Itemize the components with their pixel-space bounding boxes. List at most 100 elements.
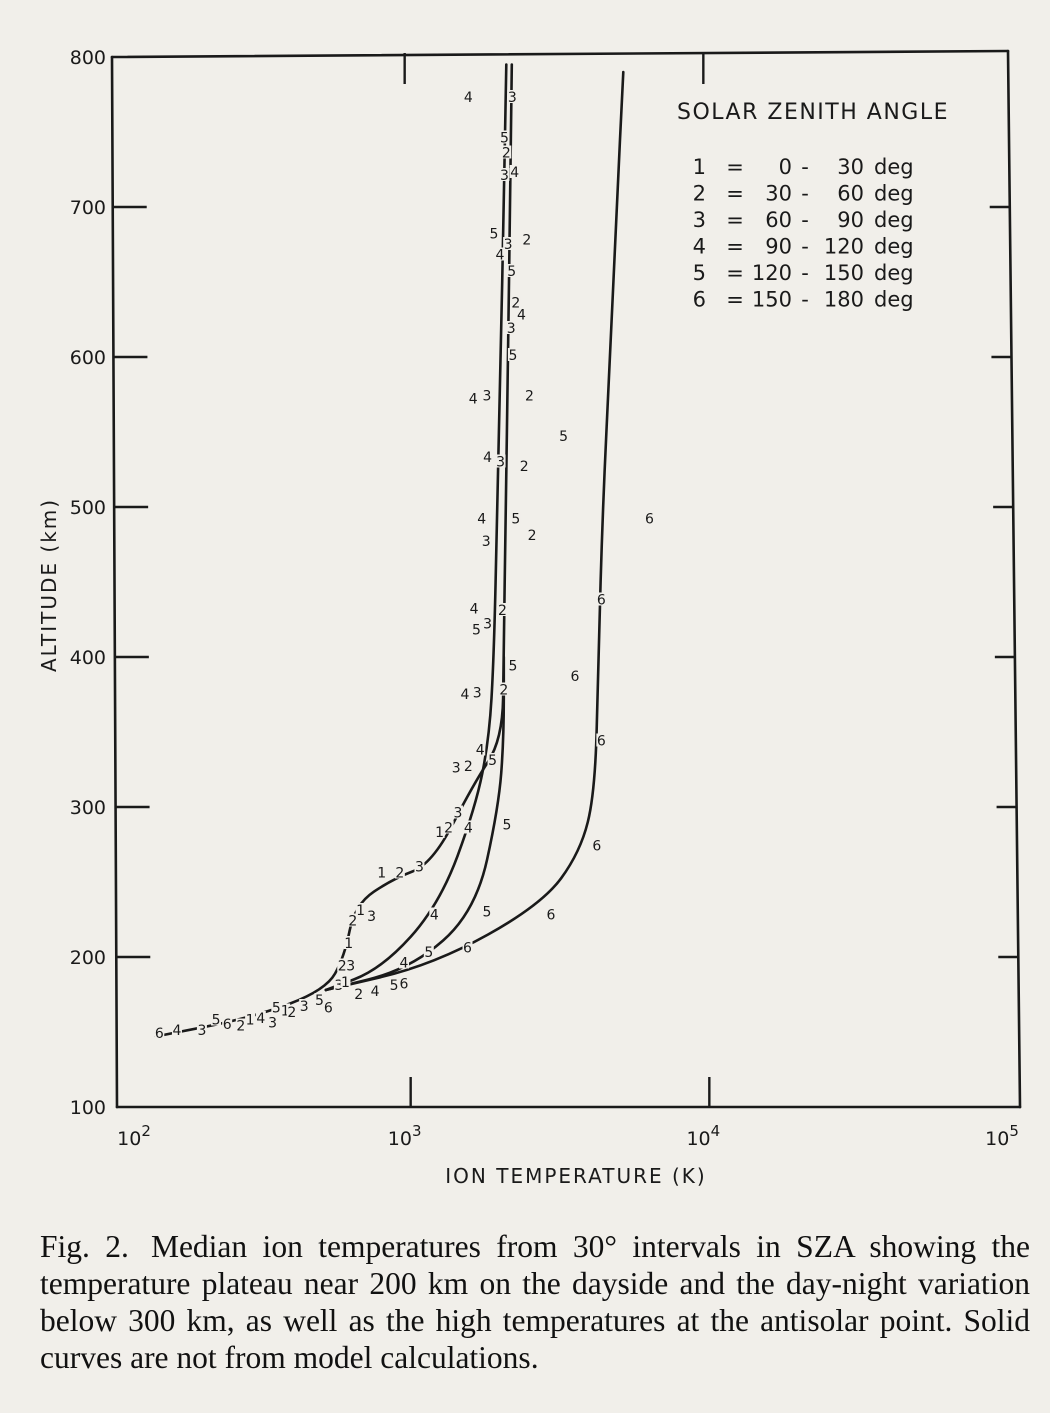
point-label: 6 xyxy=(547,908,556,924)
point-label: 5 xyxy=(390,978,399,994)
point-label-bg xyxy=(499,130,510,144)
point-label-bg xyxy=(286,1005,297,1018)
figure-caption: Fig. 2. Median ion temperatures from 30° … xyxy=(40,1228,1030,1376)
point-label: 6 xyxy=(324,1001,333,1017)
legend-row-text: 90 xyxy=(765,235,792,259)
point-label: 4 xyxy=(495,248,504,264)
point-label-bg xyxy=(481,388,492,402)
point-label-bg xyxy=(399,955,410,969)
legend-row-text: 0 xyxy=(779,155,792,179)
point-label: 3 xyxy=(197,1023,206,1039)
legend-row-text: 30 xyxy=(837,155,864,179)
point-label-bg xyxy=(414,859,425,873)
point-label-bg xyxy=(506,264,517,277)
y-tick-label: 500 xyxy=(70,497,106,519)
point-label-bg xyxy=(343,936,354,949)
x-tick-label: 104 xyxy=(686,1122,720,1150)
point-label-bg xyxy=(481,534,492,547)
point-label: 6 xyxy=(400,977,409,993)
point-label: 6 xyxy=(571,669,580,685)
legend-row-5: 5 = 120-150 deg xyxy=(693,261,914,285)
point-label-bg xyxy=(333,978,344,991)
point-label-bg xyxy=(267,1015,278,1029)
point-label: 4 xyxy=(483,450,492,466)
legend-row-text: - xyxy=(801,288,809,312)
point-label: 2 xyxy=(511,296,520,312)
point-label-bg xyxy=(510,511,521,525)
legend-row-text: = xyxy=(726,155,744,179)
point-label-bg xyxy=(501,817,512,831)
legend-row-text: = xyxy=(726,235,744,259)
point-label: 2 xyxy=(444,821,453,837)
point-label: 5 xyxy=(508,348,517,364)
frame-left xyxy=(110,55,119,1109)
legend-row-text: 4 xyxy=(693,235,706,259)
x-tick-label: 103 xyxy=(388,1122,422,1150)
point-label: 2 xyxy=(354,987,363,1003)
point-label-bg xyxy=(434,825,445,838)
point-label: 2 xyxy=(464,759,473,775)
legend-row-text: - xyxy=(801,235,809,259)
point-label: 3 xyxy=(482,389,491,405)
point-label: 3 xyxy=(507,321,516,337)
point-label-bg xyxy=(519,459,530,472)
legend-row-text: 90 xyxy=(837,208,864,232)
point-label-bg xyxy=(462,940,473,954)
point-label-bg xyxy=(337,958,348,972)
point-label-bg xyxy=(463,90,474,103)
point-label-bg xyxy=(510,295,521,309)
point-label: 2 xyxy=(499,683,508,699)
point-label: 5 xyxy=(272,1001,281,1017)
legend-row-text: 150 xyxy=(824,261,864,285)
legend-row-text: - xyxy=(801,208,809,232)
legend-row-text: 120 xyxy=(824,235,864,259)
legend-row-text: = xyxy=(726,182,744,206)
point-label-bg xyxy=(429,907,440,921)
point-label-bg xyxy=(488,226,499,240)
point-label: 3 xyxy=(334,978,343,994)
point-label: 6 xyxy=(597,593,606,609)
legend-row-text: 30 xyxy=(765,182,792,206)
point-label-bg xyxy=(469,601,480,615)
point-label-bg xyxy=(545,907,556,921)
legend-row-text: - xyxy=(801,155,809,179)
point-label-bg xyxy=(527,528,538,541)
point-label: 5 xyxy=(508,659,517,675)
point-label-bg xyxy=(463,820,474,834)
point-label: 2 xyxy=(338,959,347,975)
point-label-bg xyxy=(154,1026,165,1039)
caption-label: Fig. 2. xyxy=(40,1229,129,1264)
point-label: 3 xyxy=(268,1016,277,1032)
legend-row-text: 180 xyxy=(824,288,864,312)
point-label-bg xyxy=(506,321,517,334)
legend-row-text: - xyxy=(801,182,809,206)
point-label-bg xyxy=(394,865,405,879)
point-label-bg xyxy=(355,903,366,916)
y-tick-label: 600 xyxy=(70,347,106,369)
point-label: 6 xyxy=(592,839,601,855)
legend-row-text: 150 xyxy=(752,288,792,312)
point-label-bg xyxy=(509,165,520,178)
point-label: 1 xyxy=(377,866,386,882)
legend-row-text: 60 xyxy=(837,182,864,206)
plot-frame xyxy=(110,49,1022,1109)
point-label: 4 xyxy=(400,956,409,972)
legend-row-text: 120 xyxy=(752,261,792,285)
point-label-bg xyxy=(451,760,462,774)
y-tick-label: 200 xyxy=(70,947,106,969)
point-label-bg xyxy=(476,511,487,525)
point-label: 5 xyxy=(559,429,568,445)
point-label-bg xyxy=(472,685,483,699)
caption-text: Median ion temperatures from 30° interva… xyxy=(40,1229,1031,1375)
point-label-bg xyxy=(644,511,655,525)
point-label: 2 xyxy=(520,459,529,475)
point-label: 3 xyxy=(473,686,482,702)
curve-4 xyxy=(324,63,508,992)
curve-1-2-3 xyxy=(154,63,514,1038)
point-label: 6 xyxy=(223,1017,232,1033)
point-label-bg xyxy=(487,753,498,766)
point-label-bg xyxy=(353,987,364,1000)
point-label: 3 xyxy=(300,999,309,1015)
